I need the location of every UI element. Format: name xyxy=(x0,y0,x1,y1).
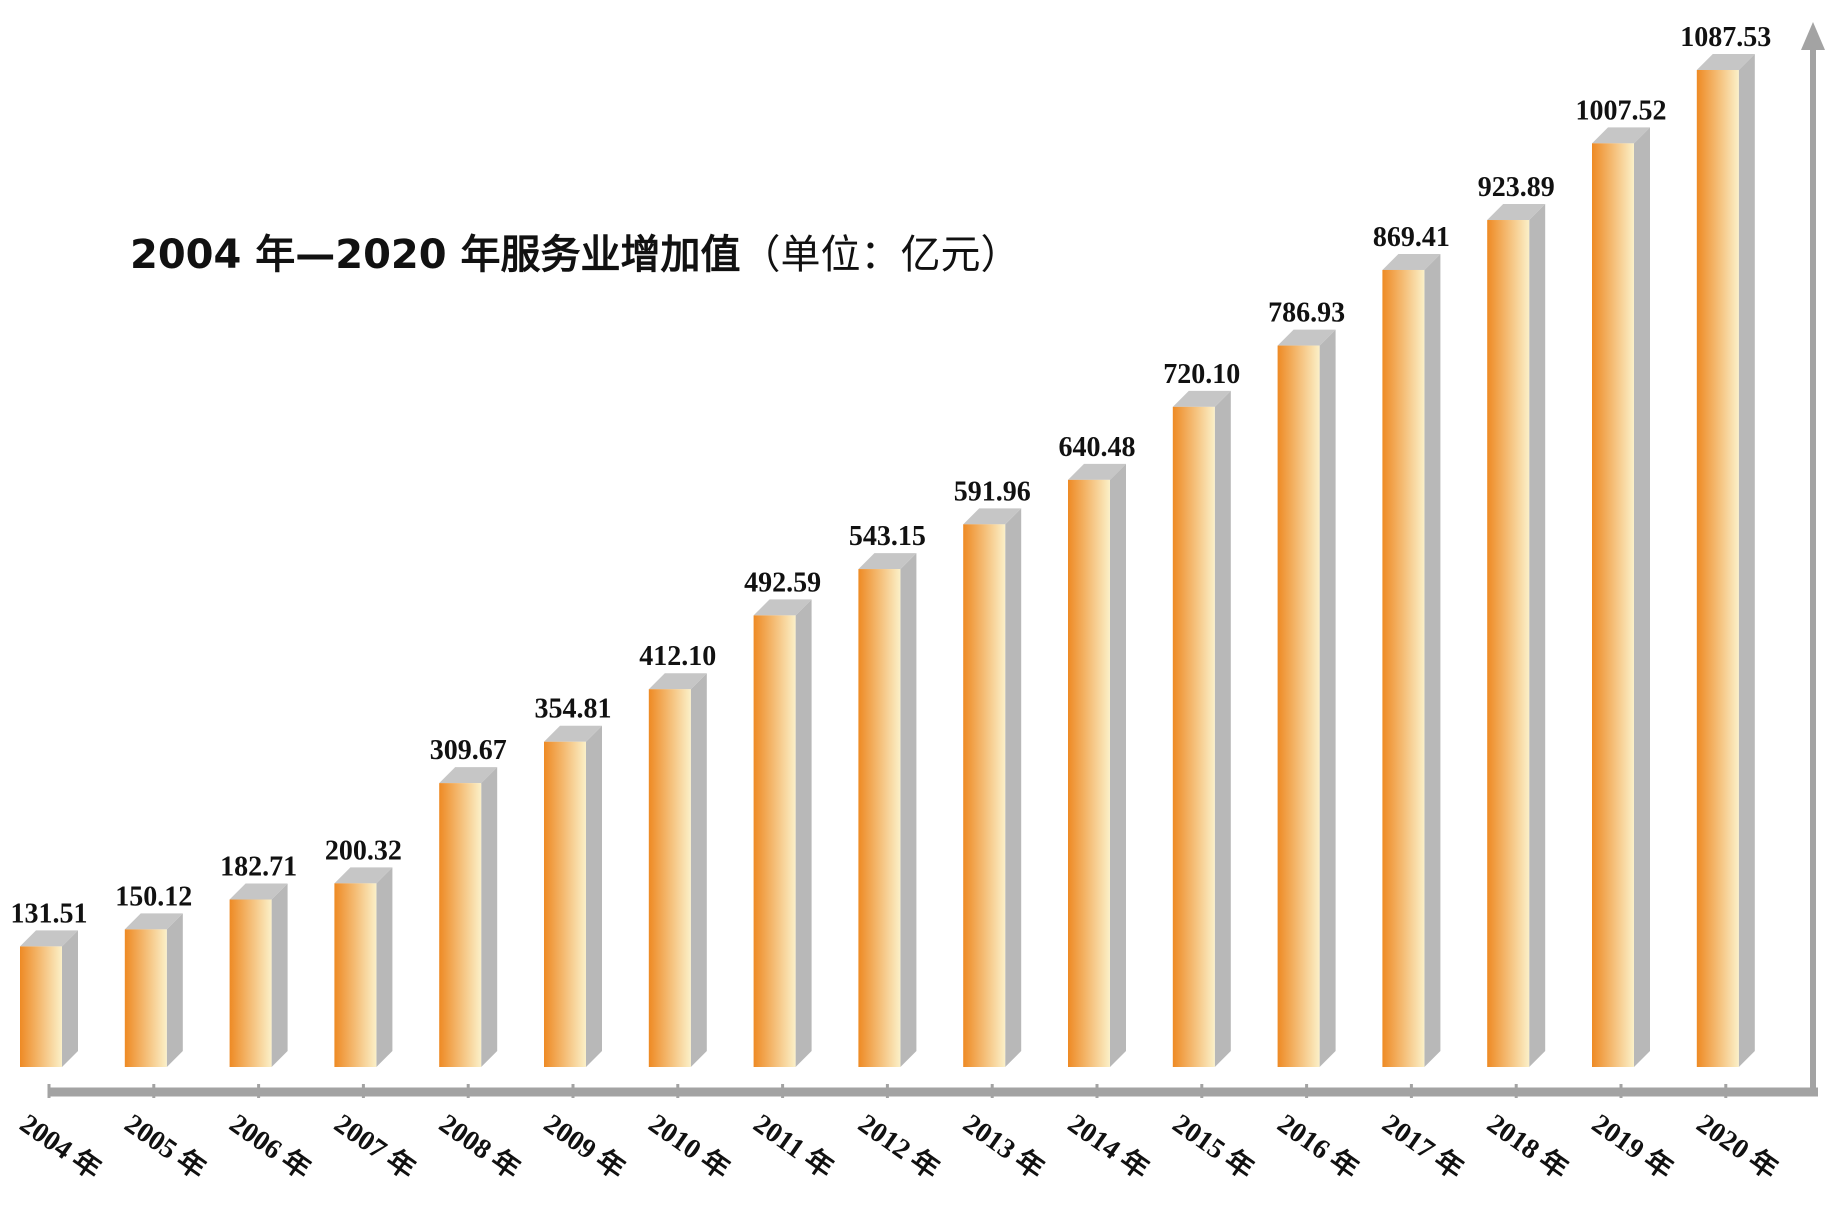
bar-3 xyxy=(334,883,377,1067)
x-tick-label-6: 2010 年 xyxy=(643,1107,736,1186)
value-label-13: 869.41 xyxy=(1373,222,1450,253)
bar-14 xyxy=(1487,220,1530,1067)
value-label-1: 150.12 xyxy=(115,881,192,912)
bar-side-2 xyxy=(271,883,288,1067)
x-tick-label-0: 2004 年 xyxy=(14,1107,107,1186)
value-label-15: 1007.52 xyxy=(1576,95,1667,126)
bar-13 xyxy=(1382,269,1425,1067)
bar-side-16 xyxy=(1738,54,1755,1067)
chart-title: 2004 年—2020 年服务业增加值（单位：亿元） xyxy=(130,222,1021,280)
bar-side-11 xyxy=(1214,390,1231,1068)
bar-0 xyxy=(20,946,62,1067)
value-label-10: 640.48 xyxy=(1059,432,1136,463)
bar-top-8 xyxy=(858,553,917,570)
bar-top-4 xyxy=(439,767,498,784)
bar-1 xyxy=(124,929,167,1067)
bar-top-10 xyxy=(1068,463,1126,480)
bar-side-0 xyxy=(62,930,78,1067)
x-tick-label-3: 2007 年 xyxy=(328,1107,421,1186)
value-label-16: 1087.53 xyxy=(1680,22,1771,53)
value-label-12: 786.93 xyxy=(1268,298,1345,329)
bar-9 xyxy=(963,524,1006,1067)
value-label-11: 720.10 xyxy=(1163,359,1240,390)
bar-top-14 xyxy=(1487,204,1546,221)
bar-side-7 xyxy=(795,599,812,1067)
x-tick-label-15: 2019 年 xyxy=(1586,1107,1679,1186)
bar-top-12 xyxy=(1277,329,1336,346)
bar-side-3 xyxy=(376,867,393,1067)
bar-top-2 xyxy=(229,883,288,900)
bar-side-13 xyxy=(1424,253,1441,1067)
bar-top-13 xyxy=(1382,253,1441,270)
bar-side-10 xyxy=(1110,463,1126,1067)
bar-top-11 xyxy=(1172,390,1231,407)
x-tick-label-11: 2015 年 xyxy=(1167,1107,1260,1186)
bar-side-5 xyxy=(586,725,602,1067)
bar-top-0 xyxy=(20,930,78,947)
value-label-14: 923.89 xyxy=(1478,172,1555,203)
x-tick-label-4: 2008 年 xyxy=(433,1107,526,1186)
bar-top-6 xyxy=(648,673,707,690)
x-tick-label-2: 2006 年 xyxy=(224,1107,317,1186)
bar-6 xyxy=(648,689,691,1067)
x-tick-label-1: 2005 年 xyxy=(119,1107,212,1186)
value-label-8: 543.15 xyxy=(849,521,926,552)
bar-side-15 xyxy=(1634,127,1650,1067)
axes-group xyxy=(47,22,1825,1098)
value-label-2: 182.71 xyxy=(220,851,297,882)
bar-side-12 xyxy=(1319,329,1336,1068)
bar-side-4 xyxy=(481,767,498,1067)
bar-top-15 xyxy=(1592,127,1650,144)
bar-7 xyxy=(753,615,796,1067)
y-axis-arrow xyxy=(1801,22,1825,50)
value-label-6: 412.10 xyxy=(639,641,716,672)
x-tick-label-9: 2013 年 xyxy=(957,1107,1050,1186)
bar-16 xyxy=(1696,70,1739,1067)
value-label-3: 200.32 xyxy=(325,835,402,866)
x-tick-label-5: 2009 年 xyxy=(538,1107,631,1186)
bar-4 xyxy=(439,783,482,1067)
bar-12 xyxy=(1277,345,1320,1068)
x-tick-label-12: 2016 年 xyxy=(1272,1107,1365,1186)
bar-side-9 xyxy=(1005,508,1022,1068)
chart-title-main: 2004 年—2020 年服务业增加值 xyxy=(130,232,741,278)
bar-top-9 xyxy=(963,508,1022,525)
x-tick-label-13: 2017 年 xyxy=(1376,1107,1469,1186)
chart-title-unit: （单位：亿元） xyxy=(740,232,1021,278)
bar-side-8 xyxy=(900,553,917,1067)
value-label-5: 354.81 xyxy=(535,694,612,725)
x-tick-label-8: 2012 年 xyxy=(852,1107,945,1186)
bar-side-6 xyxy=(690,673,707,1067)
bar-2 xyxy=(229,899,272,1067)
bar-8 xyxy=(858,569,901,1067)
bar-top-7 xyxy=(753,599,812,616)
bar-side-1 xyxy=(166,913,183,1067)
bar-top-1 xyxy=(124,913,183,930)
value-label-4: 309.67 xyxy=(430,735,507,766)
bar-top-5 xyxy=(544,725,602,742)
bar-11 xyxy=(1172,406,1215,1068)
bar-top-16 xyxy=(1696,54,1755,70)
bar-15 xyxy=(1592,143,1634,1067)
x-tick-label-14: 2018 年 xyxy=(1481,1107,1574,1186)
value-label-9: 591.96 xyxy=(954,476,1031,507)
bar-10 xyxy=(1068,479,1110,1067)
x-tick-label-7: 2011 年 xyxy=(748,1107,840,1185)
x-tick-label-16: 2020 年 xyxy=(1691,1107,1784,1186)
bars-group xyxy=(20,54,1755,1068)
bar-5 xyxy=(544,741,586,1067)
x-tick-label-10: 2014 年 xyxy=(1062,1107,1155,1186)
value-label-0: 131.51 xyxy=(11,898,88,929)
value-label-7: 492.59 xyxy=(744,567,821,598)
bar-top-3 xyxy=(334,867,393,884)
bar-side-14 xyxy=(1529,204,1546,1067)
